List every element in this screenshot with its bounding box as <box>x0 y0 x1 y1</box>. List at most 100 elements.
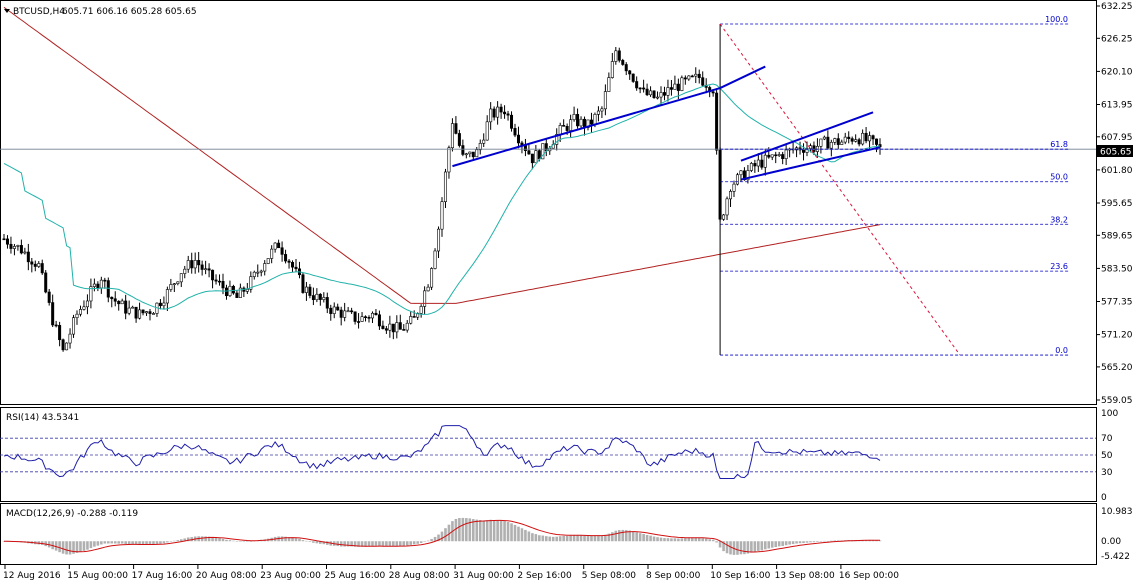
candle-body <box>277 242 281 249</box>
candle-body <box>85 300 89 308</box>
macd-histogram-bar <box>127 541 131 545</box>
candle-body <box>586 119 590 128</box>
candle-body <box>388 323 392 331</box>
candle-body <box>565 126 569 131</box>
candle-body <box>482 139 486 144</box>
macd-histogram-bar <box>232 540 235 542</box>
x-tick-label: 8 Sep 00:00 <box>646 571 701 581</box>
candle-body <box>662 92 666 96</box>
macd-histogram-bar <box>826 540 830 542</box>
macd-histogram-bar <box>492 520 496 542</box>
candle-body <box>332 306 336 314</box>
candle-body <box>635 81 639 89</box>
macd-histogram-bar <box>517 526 520 542</box>
macd-histogram-bar <box>722 541 725 552</box>
macd-histogram-bar <box>684 538 687 542</box>
macd-signal-line <box>3 519 880 553</box>
candle-body <box>617 50 621 61</box>
macd-histogram-bar <box>753 541 757 552</box>
candle-body <box>65 342 69 351</box>
candle-body <box>315 293 319 301</box>
candle-body <box>537 150 541 160</box>
x-tick-label: 16 Sep 00:00 <box>839 571 899 581</box>
candle-body <box>694 73 698 77</box>
macd-histogram-bar <box>426 540 430 542</box>
candle-body <box>134 306 138 319</box>
candle-body <box>172 283 176 285</box>
candle-body <box>510 114 514 129</box>
candle-body <box>450 123 454 149</box>
macd-histogram-bar <box>343 541 346 547</box>
candle-body <box>614 50 618 62</box>
rsi-line <box>3 425 881 479</box>
macd-histogram-bar <box>750 541 753 553</box>
candle-body <box>649 90 653 96</box>
macd-histogram-bar <box>409 541 413 545</box>
candle-body <box>151 313 155 315</box>
candle-body <box>464 153 468 156</box>
fib-level-label: 50.0 <box>1050 173 1068 182</box>
rsi-tick-label: 100 <box>1101 409 1118 419</box>
candle-body <box>54 324 58 327</box>
candle-body <box>360 316 364 322</box>
macd-histogram-bar <box>145 541 148 545</box>
x-tick-label: 25 Aug 16:00 <box>325 571 386 581</box>
x-tick-label: 13 Sep 08:00 <box>775 571 835 581</box>
candle-body <box>357 321 361 323</box>
y-tick-label: 626.25 <box>1101 34 1133 44</box>
macd-histogram-bar <box>405 541 409 546</box>
candle-body <box>377 314 381 327</box>
macd-histogram-bar <box>680 538 684 542</box>
candle-body <box>875 138 879 145</box>
candle-body <box>447 147 451 173</box>
candle-body <box>781 154 785 159</box>
rsi-panel-frame <box>0 407 1097 502</box>
macd-histogram-bar <box>336 541 340 547</box>
current-price-label: 605.65 <box>1100 148 1132 158</box>
macd-histogram-bar <box>534 534 538 542</box>
candle-body <box>697 73 701 78</box>
macd-histogram-bar <box>670 538 673 542</box>
candle-body <box>211 269 215 281</box>
rsi-tick-label: 70 <box>1101 434 1113 444</box>
candle-body <box>624 64 628 72</box>
macd-histogram-bar <box>718 541 722 548</box>
macd-histogram-bar <box>736 541 739 555</box>
macd-histogram-bar <box>183 538 187 542</box>
candle-body <box>346 310 350 313</box>
candle-body <box>628 70 632 75</box>
candle-body <box>141 309 145 314</box>
x-tick-label: 12 Aug 2016 <box>3 571 61 581</box>
macd-histogram-bar <box>739 541 743 555</box>
macd-histogram-bar <box>100 541 103 545</box>
macd-histogram-bar <box>788 541 791 545</box>
candle-body <box>725 198 729 216</box>
candle-body <box>861 132 865 145</box>
candle-body <box>33 263 37 267</box>
macd-histogram-bar <box>447 524 451 542</box>
collapse-triangle-icon[interactable] <box>4 9 10 13</box>
macd-histogram-bar <box>663 538 666 542</box>
macd-histogram-bar <box>117 541 121 544</box>
candle-body <box>61 339 65 351</box>
macd-histogram-bar <box>586 535 590 542</box>
macd-histogram-bar <box>113 541 117 544</box>
macd-histogram-bar <box>166 541 169 543</box>
candle-body <box>204 268 208 271</box>
macd-histogram-bar <box>141 541 145 545</box>
macd-histogram-bar <box>54 541 58 551</box>
fib-level-label: 0.0 <box>1055 346 1068 355</box>
candle-body <box>124 300 128 314</box>
candle-body <box>193 260 197 269</box>
candle-body <box>183 268 187 274</box>
candle-body <box>103 279 107 282</box>
macd-histogram-bar <box>169 541 173 542</box>
macd-histogram-bar <box>572 535 576 542</box>
macd-histogram-bar <box>378 541 381 547</box>
macd-histogram-bar <box>833 540 837 542</box>
macd-histogram-bar <box>652 536 656 542</box>
candle-body <box>593 114 597 125</box>
macd-histogram-bar <box>138 541 141 545</box>
macd-histogram-bar <box>103 541 107 544</box>
